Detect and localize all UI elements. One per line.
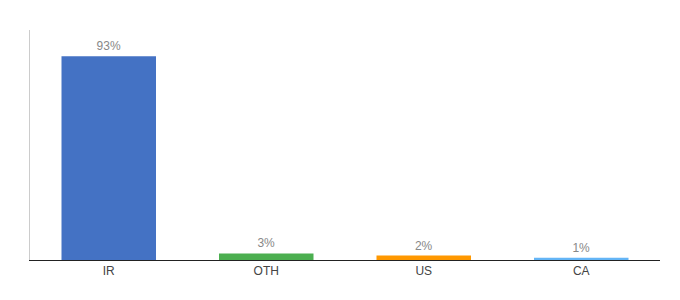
svg-text:93%: 93% <box>97 39 121 53</box>
svg-text:1%: 1% <box>572 241 590 255</box>
svg-text:OTH: OTH <box>254 264 279 278</box>
svg-text:3%: 3% <box>257 236 275 250</box>
svg-text:2%: 2% <box>415 239 433 253</box>
svg-text:CA: CA <box>573 264 590 278</box>
svg-text:US: US <box>415 264 432 278</box>
svg-text:IR: IR <box>103 264 115 278</box>
